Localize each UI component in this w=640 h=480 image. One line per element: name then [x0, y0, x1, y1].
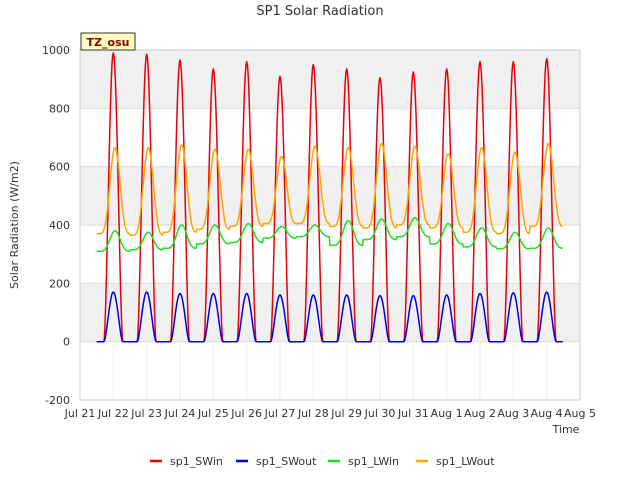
series-line-sp1-lwin — [96, 216, 563, 252]
legend-item: sp1_SWout — [236, 455, 317, 468]
x-tick-label: Aug 2 — [464, 407, 496, 420]
series-layer — [96, 52, 563, 343]
plot-frame — [79, 49, 581, 401]
axes — [79, 49, 581, 401]
y-tick-label: 400 — [49, 219, 70, 232]
x-tick-label: Aug 3 — [497, 407, 529, 420]
y-tick-label: -200 — [45, 394, 70, 407]
series-line-sp1-lwout — [96, 142, 563, 236]
y-axis-label: Solar Radiation (W/m2) — [8, 161, 21, 289]
legend-label: sp1_LWin — [348, 455, 399, 468]
legend-item: sp1_LWout — [416, 455, 495, 468]
series-line-sp1-swout — [96, 291, 563, 343]
x-tick-label: Jul 22 — [97, 407, 129, 420]
x-tick-label: Aug 1 — [431, 407, 463, 420]
x-tick-label: Aug 4 — [531, 407, 563, 420]
x-tick-label: Jul 26 — [230, 407, 262, 420]
y-tick-label: 600 — [49, 161, 70, 174]
y-tick-label: 0 — [63, 336, 70, 349]
legend-label: sp1_SWin — [170, 455, 223, 468]
x-tick-label: Jul 30 — [364, 407, 396, 420]
x-tick-label: Jul 27 — [264, 407, 296, 420]
x-tick-label: Jul 25 — [197, 407, 229, 420]
y-tick-label: 200 — [49, 277, 70, 290]
x-tick-label: Jul 28 — [297, 407, 329, 420]
tz-badge-text: TZ_osu — [87, 36, 130, 49]
x-axis-label: Time — [552, 423, 580, 436]
legend-item: sp1_SWin — [150, 455, 223, 468]
legend-item: sp1_LWin — [328, 455, 399, 468]
x-tick-labels: Jul 21 Jul 22 Jul 23 Jul 24 Jul 25 Jul 26 Jul … — [64, 407, 596, 420]
y-tick-labels: -200 0 200 400 600 800 1000 — [42, 44, 70, 407]
x-tick-label: Jul 23 — [130, 407, 162, 420]
plot-band — [80, 50, 580, 109]
tz-badge: TZ_osu — [80, 32, 136, 51]
legend: sp1_SWin sp1_SWout sp1_LWin sp1_LWout — [150, 455, 495, 468]
x-tick-label: Aug 5 — [564, 407, 596, 420]
legend-label: sp1_LWout — [436, 455, 495, 468]
x-tick-label: Jul 29 — [330, 407, 362, 420]
x-tick-label: Jul 31 — [397, 407, 429, 420]
legend-label: sp1_SWout — [256, 455, 317, 468]
y-tick-label: 1000 — [42, 44, 70, 57]
x-tick-label: Jul 21 — [64, 407, 96, 420]
y-tick-label: 800 — [49, 102, 70, 115]
plot-band — [80, 166, 580, 225]
x-tick-label: Jul 24 — [164, 407, 196, 420]
plot-band — [80, 283, 580, 342]
chart-title: SP1 Solar Radiation — [256, 4, 383, 19]
